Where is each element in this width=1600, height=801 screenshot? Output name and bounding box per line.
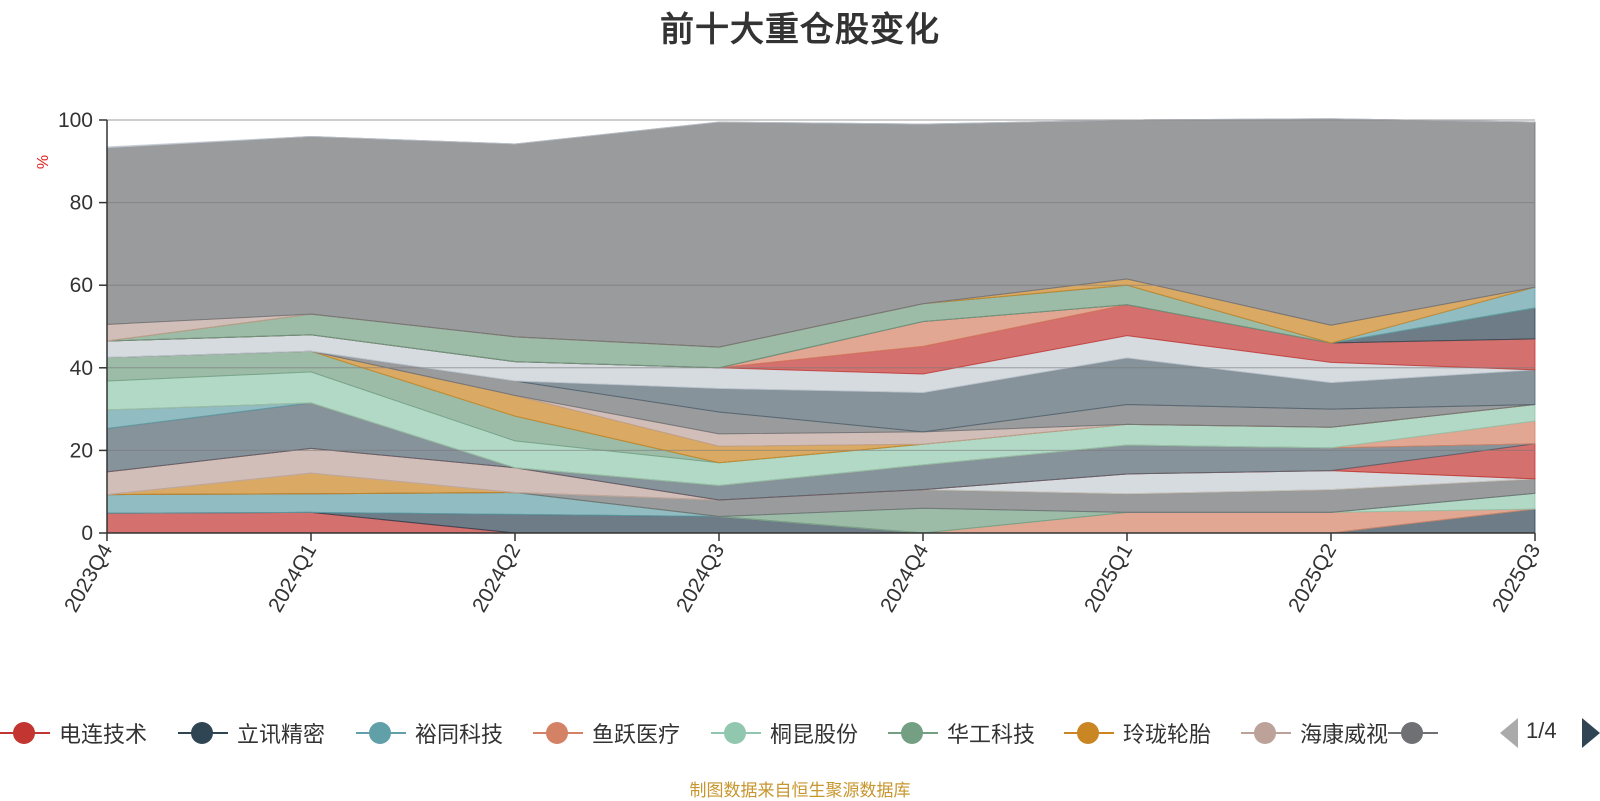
legend-label: 玲珑轮胎	[1123, 722, 1212, 747]
x-tick-label-2024Q1: 2024Q1	[264, 540, 321, 616]
legend-item-1[interactable]: 电连技术	[0, 716, 147, 750]
legend-marker-icon	[178, 716, 228, 750]
legend-marker-icon	[533, 716, 583, 750]
pager-next-arrow-icon[interactable]	[1582, 718, 1600, 748]
legend-item-8[interactable]: 海康威视	[1241, 716, 1388, 750]
legend-marker-icon	[711, 716, 761, 750]
legend-label: 华工科技	[947, 722, 1036, 747]
area-layer-29	[106, 118, 1536, 348]
x-tick-label-2024Q4: 2024Q4	[876, 540, 933, 616]
legend-pager: 1/4	[1500, 718, 1600, 748]
legend-marker-icon	[1241, 716, 1291, 750]
legend-label: 桐昆股份	[770, 722, 859, 747]
chart-title: 前十大重仓股变化	[660, 11, 940, 49]
legend-item-2[interactable]: 立讯精密	[178, 716, 325, 750]
x-tick-label-2025Q3: 2025Q3	[1488, 540, 1545, 616]
y-tick-label-20: 20	[70, 439, 93, 462]
legend: 电连技术 立讯精密 裕同科技 鱼跃医疗 桐昆股份 华工科技 玲珑轮胎 海康威视	[0, 716, 1600, 750]
legend-label: 立讯精密	[237, 722, 326, 747]
x-tick-label-2024Q3: 2024Q3	[672, 540, 729, 616]
legend-marker-icon	[0, 716, 50, 750]
y-tick-label-60: 60	[70, 274, 93, 297]
stacked-area-chart: 0 20 40 60 80 100 2023Q4 2024Q1 2024Q2 2024Q3 2024…	[35, 109, 1545, 616]
legend-overflow-clip	[1388, 716, 1470, 750]
y-axis-unit-label: %	[35, 155, 52, 169]
x-tick-label-2024Q2: 2024Q2	[468, 540, 525, 616]
pager-page-number: 1/4	[1526, 718, 1557, 743]
y-tick-label-40: 40	[70, 357, 93, 380]
legend-label: 鱼跃医疗	[592, 722, 681, 747]
legend-item-6[interactable]: 华工科技	[888, 716, 1035, 750]
legend-item-3[interactable]: 裕同科技	[356, 716, 503, 750]
x-tick-label-2025Q1: 2025Q1	[1080, 540, 1137, 616]
legend-marker-icon	[1064, 716, 1114, 750]
x-tick-label-2023Q4: 2023Q4	[60, 540, 117, 616]
legend-item-7[interactable]: 玲珑轮胎	[1064, 716, 1211, 750]
y-tick-label-80: 80	[70, 192, 93, 215]
legend-item-4[interactable]: 鱼跃医疗	[533, 716, 680, 750]
legend-marker-icon	[888, 716, 938, 750]
legend-marker-icon	[1388, 716, 1438, 750]
legend-item-9[interactable]	[1388, 716, 1447, 750]
legend-label: 海康威视	[1300, 722, 1389, 747]
pager-prev-arrow-icon[interactable]	[1500, 718, 1518, 748]
area-layers	[106, 118, 1536, 534]
legend-item-5[interactable]: 桐昆股份	[711, 716, 858, 750]
y-tick-label-100: 100	[58, 109, 93, 132]
x-tick-label-2025Q2: 2025Q2	[1284, 540, 1341, 616]
legend-marker-icon	[356, 716, 406, 750]
y-tick-label-0: 0	[81, 522, 93, 545]
legend-label: 裕同科技	[415, 722, 504, 747]
source-note: 制图数据来自恒生聚源数据库	[689, 781, 911, 800]
legend-label: 电连技术	[59, 722, 148, 747]
